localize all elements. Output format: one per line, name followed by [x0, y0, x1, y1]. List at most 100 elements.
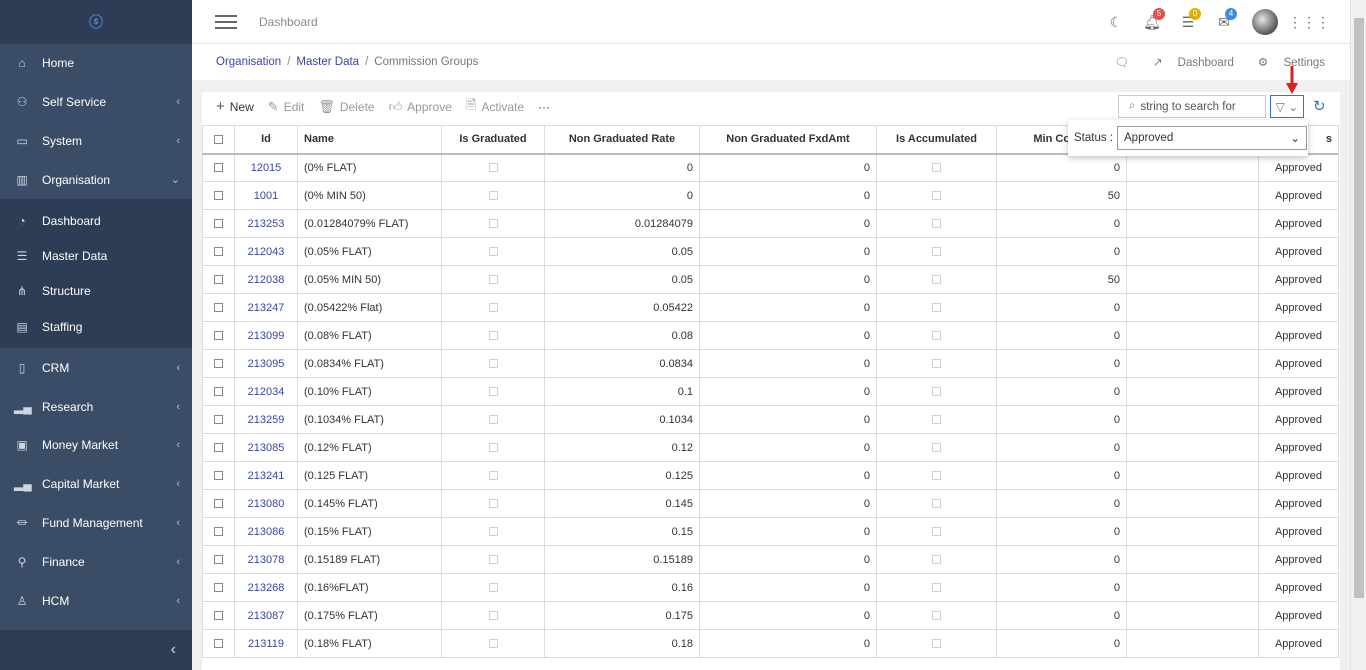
table-row[interactable]: 213099 (0.08% FLAT) 0.08 0 0 Approved [202, 321, 1339, 350]
sidebar-item-money-market[interactable]: ▣ Money Market ‹ [0, 426, 192, 465]
table-row[interactable]: 1001 (0% MIN 50) 0 0 50 Approved [202, 181, 1339, 210]
activate-button[interactable]: 🗎 Activate [466, 96, 524, 118]
cell-id[interactable]: 213080 [234, 489, 298, 518]
cell-id[interactable]: 213247 [234, 293, 298, 322]
row-select-cell[interactable] [202, 461, 235, 490]
table-row[interactable]: 212038 (0.05% MIN 50) 0.05 0 50 Approved [202, 265, 1339, 294]
cell-id[interactable]: 212043 [234, 237, 298, 266]
row-select-cell[interactable] [202, 629, 235, 658]
table-row[interactable]: 213080 (0.145% FLAT) 0.145 0 0 Approved [202, 489, 1339, 518]
table-row[interactable]: 213119 (0.18% FLAT) 0.18 0 0 Approved [202, 629, 1339, 658]
row-select-cell[interactable] [202, 181, 235, 210]
table-row[interactable]: 12015 (0% FLAT) 0 0 0 Approved [202, 153, 1339, 182]
table-row[interactable]: 213241 (0.125 FLAT) 0.125 0 0 Approved [202, 461, 1339, 490]
cell-id[interactable]: 213253 [234, 209, 298, 238]
cell-id[interactable]: 213099 [234, 321, 298, 350]
row-checkbox[interactable] [214, 163, 223, 173]
row-checkbox[interactable] [214, 499, 223, 509]
refresh-button[interactable]: ↻ [1313, 97, 1326, 115]
row-checkbox[interactable] [214, 275, 223, 285]
cell-id[interactable]: 212034 [234, 377, 298, 406]
cell-id[interactable]: 213086 [234, 517, 298, 546]
avatar[interactable] [1252, 9, 1278, 35]
col-name[interactable]: Name [297, 125, 442, 155]
filter-button[interactable]: ▽ ⌄ [1270, 95, 1304, 118]
cell-id[interactable]: 212038 [234, 265, 298, 294]
tasks-button[interactable]: ☰ 0 [1170, 7, 1206, 31]
apps-grid-button[interactable]: ⋮⋮⋮ [1288, 14, 1330, 31]
row-checkbox[interactable] [214, 583, 223, 593]
row-select-cell[interactable] [202, 433, 235, 462]
status-select[interactable]: Approved ⌄ [1117, 126, 1307, 150]
table-row[interactable]: 213087 (0.175% FLAT) 0.175 0 0 Approved [202, 601, 1339, 630]
page-scrollbar[interactable] [1350, 0, 1366, 670]
row-select-cell[interactable] [202, 601, 235, 630]
row-checkbox[interactable] [214, 611, 223, 621]
messages-button[interactable]: ✉ 4 [1206, 7, 1242, 31]
col-id[interactable]: Id [234, 125, 298, 155]
edit-button[interactable]: ✎ Edit [268, 99, 305, 115]
row-select-cell[interactable] [202, 489, 235, 518]
row-checkbox[interactable] [214, 639, 223, 649]
sidebar-item-crm[interactable]: ▯ CRM ‹ [0, 348, 192, 387]
select-all-checkbox-cell[interactable] [202, 125, 235, 155]
dashboard-link[interactable]: ↗ Dashboard [1141, 55, 1234, 69]
row-select-cell[interactable] [202, 545, 235, 574]
row-checkbox[interactable] [214, 191, 223, 201]
col-non-graduated-rate[interactable]: Non Graduated Rate [544, 125, 700, 155]
cell-id[interactable]: 213119 [234, 629, 298, 658]
cell-id[interactable]: 1001 [234, 181, 298, 210]
select-all-checkbox[interactable] [214, 134, 223, 144]
col-is-graduated[interactable]: Is Graduated [441, 125, 545, 155]
row-checkbox[interactable] [214, 415, 223, 425]
row-select-cell[interactable] [202, 377, 235, 406]
table-row[interactable]: 213078 (0.15189 FLAT) 0.15189 0 0 Approved [202, 545, 1339, 574]
search-input[interactable]: ⌕ string to search for [1118, 95, 1266, 118]
sidebar-item-hcm[interactable]: ♙ HCM ‹ [0, 581, 192, 620]
notifications-button[interactable]: 🔔︎ 5 [1134, 7, 1170, 31]
row-select-cell[interactable] [202, 349, 235, 378]
table-row[interactable]: 213247 (0.05422% Flat) 0.05422 0 0 Approved [202, 293, 1339, 322]
row-select-cell[interactable] [202, 293, 235, 322]
new-button[interactable]: + New [216, 98, 254, 115]
sidebar-item-organisation[interactable]: ▥ Organisation ⌄ [0, 160, 192, 199]
sidebar-item-self-service[interactable]: ⚇ Self Service ‹ [0, 83, 192, 122]
table-row[interactable]: 213259 (0.1034% FLAT) 0.1034 0 0 Approved [202, 405, 1339, 434]
sidebar-subitem-dashboard[interactable]: ◔ Dashboard [0, 203, 192, 238]
row-checkbox[interactable] [214, 359, 223, 369]
row-checkbox[interactable] [214, 387, 223, 397]
col-non-graduated-fxdamt[interactable]: Non Graduated FxdAmt [699, 125, 877, 155]
cell-id[interactable]: 12015 [234, 153, 298, 182]
row-checkbox[interactable] [214, 471, 223, 481]
row-select-cell[interactable] [202, 321, 235, 350]
row-checkbox[interactable] [214, 527, 223, 537]
cell-id[interactable]: 213087 [234, 601, 298, 630]
breadcrumb-organisation[interactable]: Organisation [216, 56, 282, 68]
table-row[interactable]: 212034 (0.10% FLAT) 0.1 0 0 Approved [202, 377, 1339, 406]
hamburger-menu-button[interactable] [215, 14, 237, 29]
row-select-cell[interactable] [202, 573, 235, 602]
row-select-cell[interactable] [202, 209, 235, 238]
sidebar-item-fund-management[interactable]: ⏛ Fund Management ‹ [0, 504, 192, 543]
more-actions-button[interactable]: ··· [538, 100, 550, 114]
cell-id[interactable]: 213078 [234, 545, 298, 574]
row-checkbox[interactable] [214, 555, 223, 565]
row-select-cell[interactable] [202, 153, 235, 182]
dark-mode-toggle[interactable]: ☾ [1098, 14, 1134, 31]
table-row[interactable]: 213086 (0.15% FLAT) 0.15 0 0 Approved [202, 517, 1339, 546]
table-row[interactable]: 212043 (0.05% FLAT) 0.05 0 0 Approved [202, 237, 1339, 266]
table-row[interactable]: 213253 (0.01284079% FLAT) 0.01284079 0 0 Appr… [202, 209, 1339, 238]
row-checkbox[interactable] [214, 219, 223, 229]
comment-button[interactable]: 🗨︎ [1102, 55, 1129, 69]
sidebar-item-research[interactable]: ▂▄ Research ‹ [0, 387, 192, 426]
table-row[interactable]: 213268 (0.16%FLAT) 0.16 0 0 Approved [202, 573, 1339, 602]
sidebar-item-capital-market[interactable]: ▂▄ Capital Market ‹ [0, 465, 192, 504]
row-select-cell[interactable] [202, 265, 235, 294]
collapse-sidebar-button[interactable]: ‹ [0, 630, 192, 670]
row-checkbox[interactable] [214, 331, 223, 341]
row-select-cell[interactable] [202, 237, 235, 266]
col-is-accumulated[interactable]: Is Accumulated [876, 125, 997, 155]
scrollbar-thumb[interactable] [1354, 18, 1364, 598]
sidebar-subitem-structure[interactable]: ⋔ Structure [0, 274, 192, 309]
row-checkbox[interactable] [214, 443, 223, 453]
